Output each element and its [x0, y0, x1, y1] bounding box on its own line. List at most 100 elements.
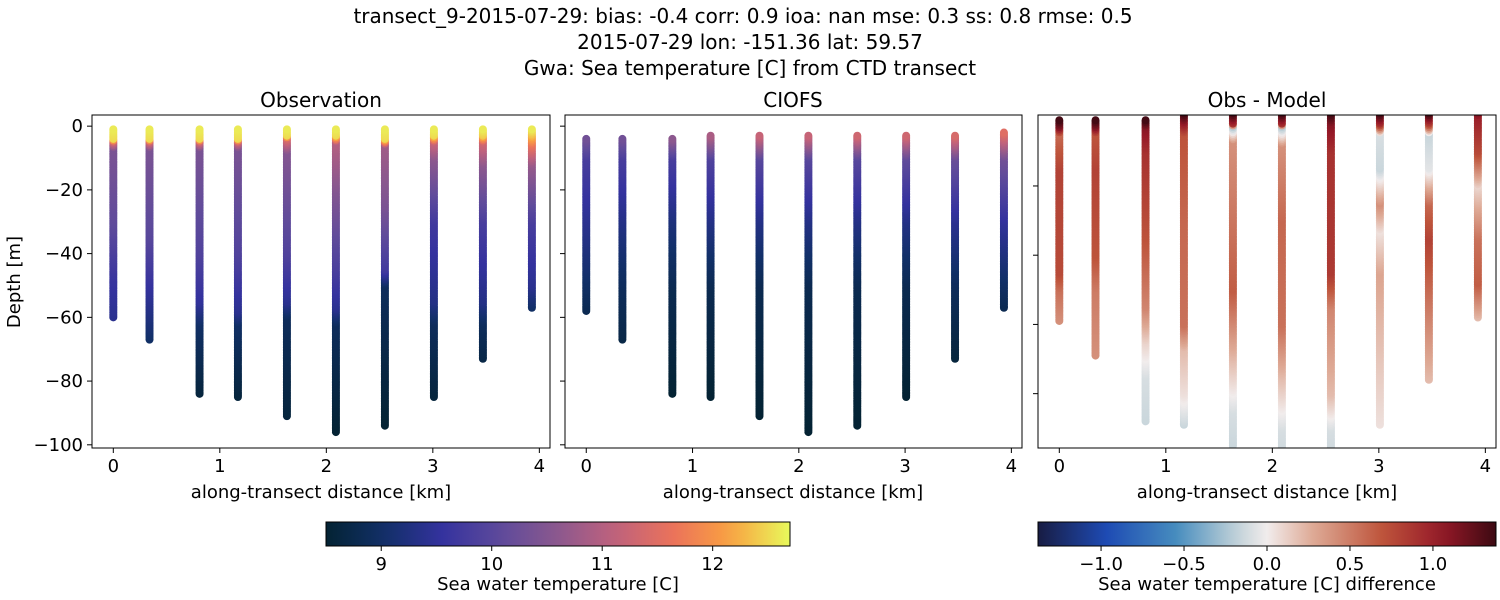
data-point [1278, 115, 1286, 118]
station-profile-2 [195, 125, 204, 398]
y-tick-label: −40 [45, 244, 83, 265]
suptitle-line-3: Gwa: Sea temperature [C] from CTD transe… [524, 56, 976, 80]
data-point [380, 125, 389, 134]
y-tick-label: −20 [45, 180, 83, 201]
data-point [1141, 116, 1150, 125]
station-profile-8 [478, 125, 487, 363]
station-profile-0 [1055, 116, 1064, 325]
data-point [233, 125, 242, 134]
suptitle-line-1: transect_9-2015-07-29: bias: -0.4 corr: … [353, 4, 1132, 28]
data-point [1327, 452, 1335, 460]
data-point [1180, 115, 1188, 118]
axes-frame [91, 114, 551, 449]
data-point [1376, 115, 1384, 118]
data-point [1425, 115, 1433, 118]
station-profile-5 [331, 125, 340, 437]
data-point [668, 134, 677, 143]
y-tick-label: 0 [72, 116, 83, 137]
station-profile-3 [233, 125, 242, 402]
scatter-points [1055, 102, 1482, 463]
data-point [527, 125, 536, 134]
colorbar-gradient [1037, 521, 1497, 547]
x-tick-label: 4 [1006, 456, 1017, 477]
y-tick-label: −100 [34, 435, 83, 456]
colorbar-tick-label: 0.5 [1336, 554, 1365, 575]
data-point [1327, 455, 1335, 463]
suptitle-line-2: 2015-07-29 lon: -151.36 lat: 59.57 [577, 30, 923, 54]
x-tick-label: 4 [534, 456, 545, 477]
station-profile-9 [527, 125, 536, 312]
station-profile-4 [755, 131, 764, 421]
station-profile-4 [1228, 115, 1237, 448]
x-tick-label: 1 [1160, 456, 1171, 477]
x-tick-label: 2 [793, 456, 804, 477]
data-point [429, 125, 438, 134]
data-point [1474, 104, 1482, 112]
station-profile-3 [706, 131, 715, 402]
data-point [1278, 455, 1286, 463]
station-profile-4 [282, 125, 291, 421]
axes-frame [564, 114, 1023, 449]
data-point [902, 131, 911, 140]
x-tick-label: 0 [108, 456, 119, 477]
data-point [706, 131, 715, 140]
data-point [1091, 116, 1100, 125]
data-point [1474, 102, 1482, 110]
station-profile-5 [804, 131, 813, 437]
colorbar-tick-label: 9 [376, 554, 387, 575]
colorbar-label-difference: Sea water temperature [C] difference [1098, 574, 1436, 595]
data-point [1278, 452, 1286, 460]
station-profile-1 [1091, 116, 1100, 360]
station-profile-8 [1424, 115, 1433, 384]
colorbar-tick-label: 0.0 [1253, 554, 1282, 575]
data-point [1278, 450, 1286, 458]
y-tick-label: −60 [45, 307, 83, 328]
data-point [1327, 450, 1335, 458]
colorbar-gradient [325, 521, 791, 547]
x-axis-label-2: along-transect distance [km] [663, 482, 923, 503]
station-profile-2 [668, 134, 677, 398]
data-point [1229, 115, 1237, 118]
data-point [1474, 106, 1482, 114]
x-tick-label: 4 [1480, 456, 1491, 477]
data-point [478, 125, 487, 134]
station-profile-5 [1277, 115, 1286, 463]
station-profile-7 [429, 125, 438, 402]
station-profile-6 [853, 131, 862, 430]
data-point [1327, 454, 1335, 462]
x-tick-label: 3 [1373, 456, 1384, 477]
station-profile-2 [1141, 116, 1150, 426]
colorbar-tick-label: 1.0 [1419, 554, 1448, 575]
colorbar-tick-label: −0.5 [1162, 554, 1206, 575]
data-point [951, 131, 960, 140]
x-axis-label-3: along-transect distance [km] [1137, 482, 1397, 503]
x-tick-label: 2 [1267, 456, 1278, 477]
data-point [1055, 116, 1064, 125]
x-tick-label: 3 [427, 456, 438, 477]
station-profile-7 [902, 131, 911, 402]
panel-title-ciofs: CIOFS [763, 88, 822, 112]
data-point [145, 125, 154, 134]
colorbar-tick-label: 10 [480, 554, 503, 575]
station-profile-0 [109, 125, 118, 322]
colorbar-tick-label: −1.0 [1079, 554, 1123, 575]
data-point [1474, 115, 1482, 118]
scatter-points [109, 125, 536, 437]
colorbar-label-temperature: Sea water temperature [C] [437, 574, 679, 595]
y-axis-label: Depth [m] [4, 236, 25, 328]
y-tick-label: −80 [45, 371, 83, 392]
station-profile-7 [1375, 115, 1384, 429]
panel-title-obs-model: Obs - Model [1208, 88, 1327, 112]
panel-0: 0 1 2 3 40−20−40−60−80−100 [34, 114, 551, 477]
station-profile-0 [582, 134, 591, 315]
data-point [331, 125, 340, 134]
x-tick-label: 3 [899, 456, 910, 477]
data-point [582, 134, 591, 143]
x-axis-label-1: along-transect distance [km] [191, 482, 451, 503]
data-point [755, 131, 764, 140]
colorbar-tick-label: 12 [701, 554, 724, 575]
